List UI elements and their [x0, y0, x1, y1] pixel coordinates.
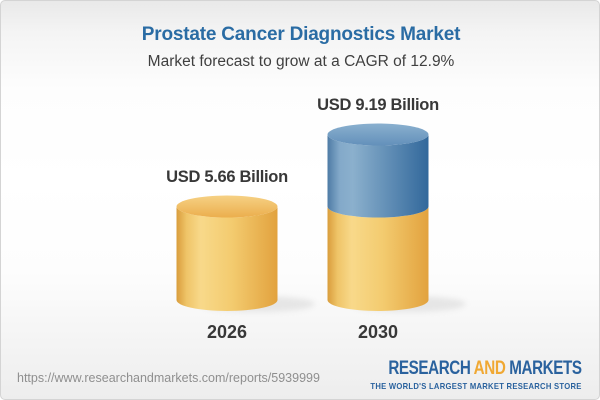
logo-word-research: RESEARCH	[388, 358, 471, 379]
bar-category-label: 2030	[357, 322, 399, 342]
chart-title: Prostate Cancer Diagnostics Market	[141, 24, 461, 45]
chart-subtitle: Market forecast to grow at a CAGR of 12.…	[147, 53, 455, 70]
logo-word-and: AND	[474, 358, 506, 379]
bar-value-label: USD 5.66 Billion	[166, 167, 288, 186]
logo-tagline: THE WORLD'S LARGEST MARKET RESEARCH STOR…	[370, 381, 582, 391]
bar-value-label: USD 9.19 Billion	[317, 95, 439, 114]
bar-category-label: 2026	[206, 322, 248, 342]
report-url-text: https://www.researchandmarkets.com/repor…	[17, 371, 320, 385]
research-and-markets-logo: RESEARCH AND MARKETS THE WORLD'S LARGEST…	[340, 358, 583, 391]
logo-wordmark: RESEARCH AND MARKETS	[388, 358, 583, 380]
logo-word-markets: MARKETS	[509, 358, 583, 379]
